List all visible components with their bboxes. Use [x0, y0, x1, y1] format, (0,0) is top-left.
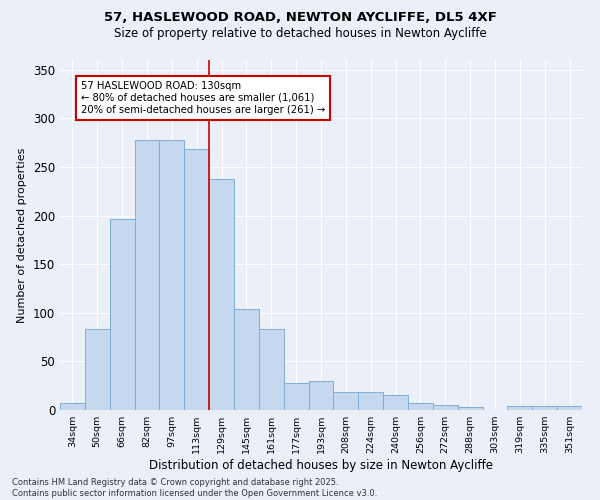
Bar: [284, 383, 308, 410]
Bar: [557, 406, 582, 410]
Text: Distribution of detached houses by size in Newton Aycliffe: Distribution of detached houses by size …: [149, 460, 493, 472]
Bar: [160, 140, 184, 410]
Bar: [408, 403, 433, 410]
Bar: [259, 330, 284, 410]
Text: 57, HASLEWOOD ROAD, NEWTON AYCLIFFE, DL5 4XF: 57, HASLEWOOD ROAD, NEWTON AYCLIFFE, DL5…: [104, 11, 496, 24]
Text: 57 HASLEWOOD ROAD: 130sqm
← 80% of detached houses are smaller (1,061)
20% of se: 57 HASLEWOOD ROAD: 130sqm ← 80% of detac…: [81, 82, 325, 114]
Bar: [85, 330, 110, 410]
Bar: [184, 150, 209, 410]
Bar: [358, 392, 383, 410]
Bar: [308, 381, 334, 410]
Bar: [508, 406, 532, 410]
Bar: [383, 396, 408, 410]
Bar: [334, 392, 358, 410]
Bar: [458, 407, 482, 410]
Bar: [134, 140, 160, 410]
Bar: [60, 403, 85, 410]
Bar: [532, 406, 557, 410]
Y-axis label: Number of detached properties: Number of detached properties: [17, 148, 28, 322]
Bar: [110, 220, 134, 410]
Bar: [234, 309, 259, 410]
Text: Size of property relative to detached houses in Newton Aycliffe: Size of property relative to detached ho…: [113, 28, 487, 40]
Bar: [433, 405, 458, 410]
Bar: [209, 178, 234, 410]
Text: Contains HM Land Registry data © Crown copyright and database right 2025.
Contai: Contains HM Land Registry data © Crown c…: [12, 478, 377, 498]
